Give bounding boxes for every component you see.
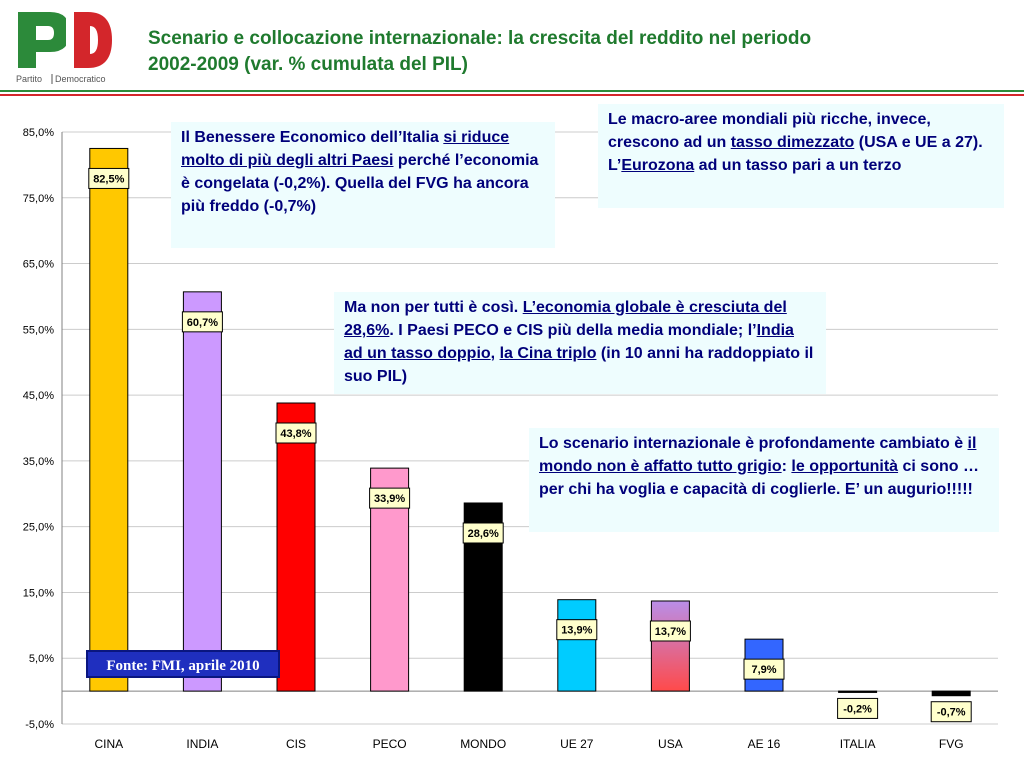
logo-caption-right: Democratico — [55, 74, 106, 84]
page-title-line2: 2002-2009 (var. % cumulata del PIL) — [148, 54, 468, 75]
note-italy: Il Benessere Economico dell’Italia si ri… — [171, 122, 555, 248]
y-tick-label: -5,0% — [25, 719, 54, 731]
logo-caption-left: Partito — [16, 74, 42, 84]
source-label: Fonte: FMI, aprile 2010 — [86, 650, 280, 678]
x-tick-label: FVG — [939, 737, 964, 751]
bar-india — [182, 291, 222, 692]
note-global-economy: Ma non per tutti è così. L’economia glob… — [334, 292, 826, 394]
x-tick-label: PECO — [373, 737, 407, 751]
svg-text:-0,2%: -0,2% — [843, 703, 872, 715]
x-tick-label: CINA — [94, 737, 123, 751]
data-label: 33,9% — [369, 487, 411, 509]
data-label: 60,7% — [181, 311, 223, 333]
y-tick-label: 65,0% — [23, 259, 54, 271]
note-macro-areas: Le macro-aree mondiali più ricche, invec… — [598, 104, 1004, 208]
data-label: 28,6% — [462, 522, 504, 544]
svg-text:60,7%: 60,7% — [187, 317, 218, 329]
x-tick-label: UE 27 — [560, 737, 594, 751]
header: Partito Democratico Scenario e collocazi… — [0, 0, 1024, 90]
bar-fvg — [931, 690, 971, 697]
x-tick-label: USA — [658, 737, 683, 751]
y-tick-label: 85,0% — [23, 127, 54, 139]
x-tick-label: INDIA — [186, 737, 218, 751]
svg-text:28,6%: 28,6% — [468, 528, 499, 540]
bar-cina — [89, 147, 129, 692]
note-scenario: Lo scenario internazionale è profondamen… — [529, 428, 999, 532]
svg-text:82,5%: 82,5% — [93, 173, 124, 185]
y-tick-label: 55,0% — [23, 324, 54, 336]
data-label: -0,2% — [837, 697, 879, 719]
svg-text:7,9%: 7,9% — [751, 664, 776, 676]
y-tick-label: 35,0% — [23, 456, 54, 468]
svg-text:-0,7%: -0,7% — [937, 707, 966, 719]
data-label: 7,9% — [743, 658, 785, 680]
page-title: Scenario e collocazione internazionale: … — [148, 26, 1008, 78]
svg-text:43,8%: 43,8% — [280, 428, 311, 440]
x-tick-label: MONDO — [460, 737, 506, 751]
svg-text:13,7%: 13,7% — [655, 626, 686, 638]
bar-italia — [838, 690, 878, 693]
data-labels: 82,5% 60,7% 43,8% 33,9% 28,6% 13,9% 13,7% 7,9% -… — [88, 167, 972, 723]
x-tick-label: ITALIA — [840, 737, 876, 751]
page-title-line1: Scenario e collocazione internazionale: … — [148, 28, 812, 49]
svg-text:33,9%: 33,9% — [374, 493, 405, 505]
data-label: 43,8% — [275, 422, 317, 444]
data-label: -0,7% — [930, 701, 972, 723]
data-label: 82,5% — [88, 167, 130, 189]
party-logo: Partito Democratico — [16, 12, 112, 84]
y-tick-label: 15,0% — [23, 587, 54, 599]
y-tick-label: 25,0% — [23, 522, 54, 534]
data-label: 13,7% — [649, 620, 691, 642]
tricolor-divider — [0, 90, 1024, 96]
bars — [89, 147, 971, 697]
y-tick-label: 45,0% — [23, 390, 54, 402]
x-tick-label: AE 16 — [748, 737, 781, 751]
x-axis-labels: CINA INDIA CIS PECO MONDO UE 27 USA AE 16 ITALIA… — [94, 737, 963, 751]
data-label: 13,9% — [556, 619, 598, 641]
svg-text:13,9%: 13,9% — [561, 625, 592, 637]
y-tick-label: 75,0% — [23, 193, 54, 205]
x-tick-label: CIS — [286, 737, 306, 751]
bar-ue-27 — [557, 599, 597, 692]
y-tick-label: 5,0% — [29, 653, 54, 665]
bar-usa — [650, 600, 690, 692]
bar-cis — [276, 402, 316, 692]
